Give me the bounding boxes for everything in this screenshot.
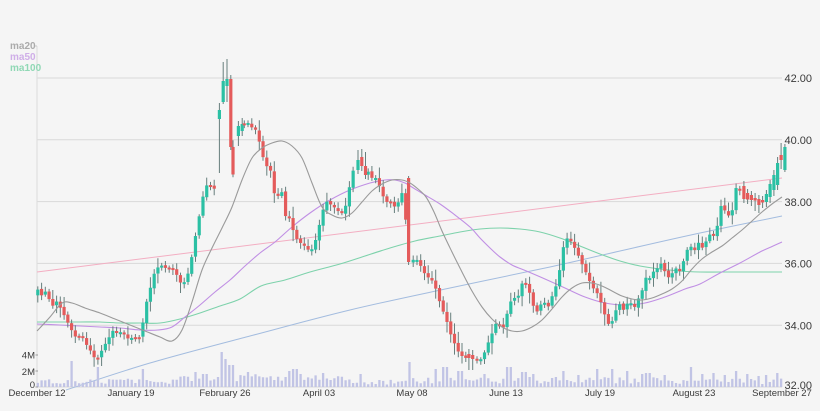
svg-text:40.00: 40.00 <box>785 135 813 147</box>
svg-text:ma50: ma50 <box>10 52 36 63</box>
svg-text:September 27: September 27 <box>752 388 812 399</box>
svg-text:April 03: April 03 <box>303 388 335 399</box>
svg-text:36.00: 36.00 <box>785 259 813 271</box>
svg-text:May 08: May 08 <box>396 388 427 399</box>
svg-text:42.00: 42.00 <box>785 73 813 85</box>
svg-text:34.00: 34.00 <box>785 321 813 333</box>
svg-text:January 19: January 19 <box>107 388 154 399</box>
svg-text:December 12: December 12 <box>8 388 65 399</box>
svg-text:4M: 4M <box>22 351 35 362</box>
svg-text:38.00: 38.00 <box>785 197 813 209</box>
svg-text:0: 0 <box>30 380 35 391</box>
svg-text:32.00: 32.00 <box>785 380 813 392</box>
svg-text:2M: 2M <box>22 367 35 378</box>
svg-text:ma20: ma20 <box>10 41 36 52</box>
svg-text:August 23: August 23 <box>673 388 716 399</box>
svg-text:June 13: June 13 <box>489 388 523 399</box>
svg-text:ma100: ma100 <box>10 63 42 74</box>
svg-text:July 19: July 19 <box>585 388 615 399</box>
svg-text:February 26: February 26 <box>199 388 250 399</box>
